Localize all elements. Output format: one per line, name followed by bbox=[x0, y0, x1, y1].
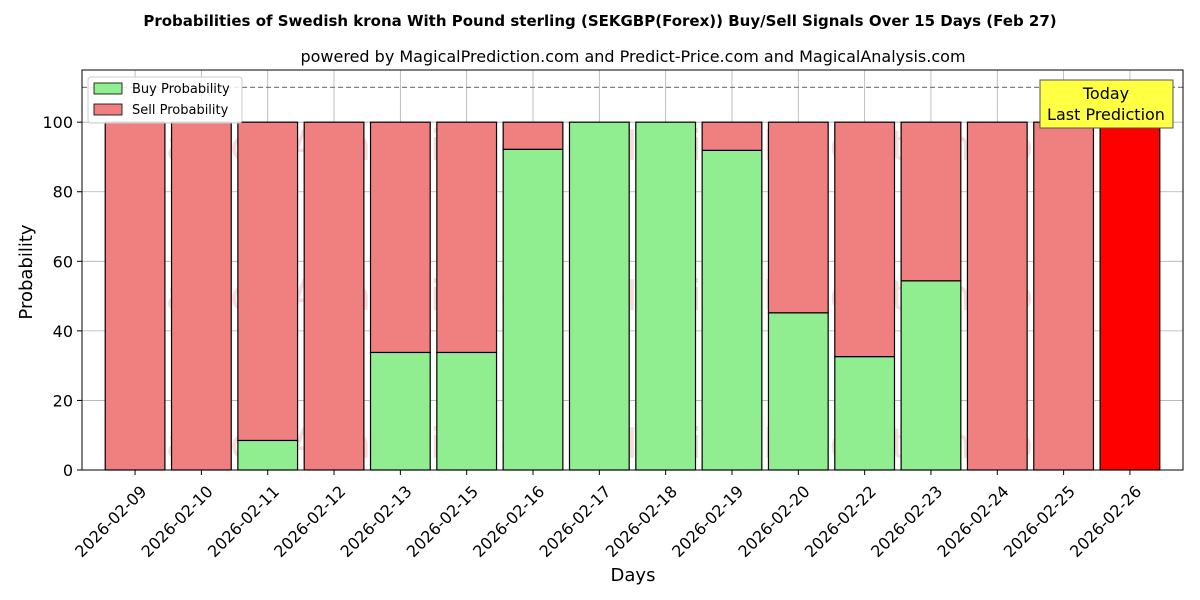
y-tick-label: 80 bbox=[53, 183, 73, 202]
sell-bar bbox=[237, 121, 299, 442]
legend-swatch bbox=[93, 82, 123, 95]
y-axis: 0 20 40 60 80 100 bbox=[42, 113, 82, 480]
y-tick-label: 20 bbox=[53, 391, 73, 410]
legend-label: Buy Probability bbox=[132, 82, 230, 97]
sell-bar bbox=[436, 121, 498, 354]
sell-bar bbox=[170, 121, 232, 471]
chart-title: Probabilities of Swedish krona With Poun… bbox=[143, 12, 1056, 30]
sell-bar bbox=[767, 121, 829, 314]
buy-bar bbox=[369, 351, 431, 471]
legend-label: Sell Probability bbox=[132, 103, 229, 118]
sell-bar bbox=[303, 121, 365, 471]
sell-bar bbox=[900, 121, 962, 282]
buy-bar bbox=[502, 148, 564, 471]
annotation-box bbox=[1039, 79, 1174, 129]
buy-bar bbox=[568, 121, 630, 471]
legend: Buy Probability Sell Probability bbox=[87, 76, 243, 124]
y-tick-label: 100 bbox=[42, 113, 73, 132]
bar-group bbox=[104, 121, 1161, 471]
buy-bar bbox=[237, 439, 299, 471]
y-tick-label: 60 bbox=[53, 252, 73, 271]
annotation-line: Last Prediction bbox=[1047, 105, 1165, 124]
legend-swatch bbox=[93, 103, 123, 116]
sell-bar bbox=[1099, 121, 1161, 471]
buy-bar bbox=[701, 149, 763, 471]
sell-bar bbox=[369, 121, 431, 354]
buy-bar bbox=[834, 356, 896, 471]
legend-box bbox=[87, 76, 243, 124]
sell-bar bbox=[104, 121, 166, 471]
annotation-line: Today bbox=[1082, 84, 1129, 103]
chart-subtitle: powered by MagicalPrediction.com and Pre… bbox=[300, 47, 965, 66]
x-axis-label: Days bbox=[611, 565, 656, 586]
buy-bar bbox=[767, 312, 829, 471]
y-axis-label: Probability bbox=[16, 224, 37, 319]
today-annotation: Today Last Prediction bbox=[1039, 79, 1174, 129]
sell-bar bbox=[502, 121, 564, 150]
sell-bar bbox=[701, 121, 763, 151]
buy-bar bbox=[635, 121, 697, 471]
sell-bar bbox=[834, 121, 896, 358]
y-tick-label: 0 bbox=[63, 461, 73, 480]
sell-bar bbox=[1033, 121, 1095, 471]
y-tick-label: 40 bbox=[53, 322, 73, 341]
buy-bar bbox=[436, 351, 498, 471]
sell-bar bbox=[966, 121, 1028, 471]
plot-frame bbox=[81, 69, 1184, 471]
buy-bar bbox=[900, 280, 962, 471]
